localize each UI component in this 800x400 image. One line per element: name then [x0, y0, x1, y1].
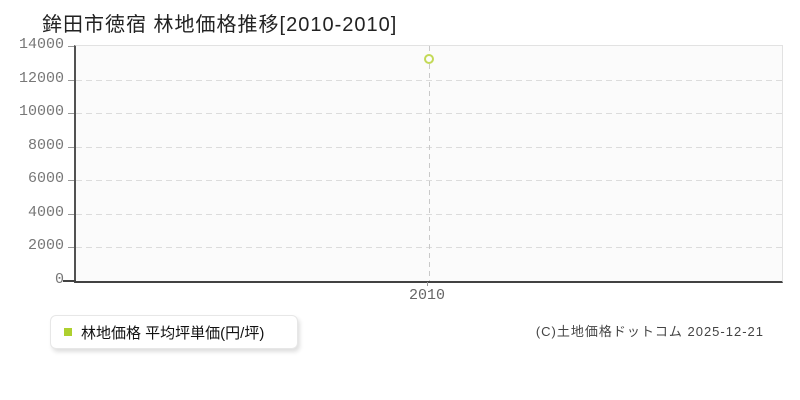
x-axis-label-2010: 2010: [408, 287, 445, 304]
y-axis-label-6000: 6000: [27, 170, 64, 188]
y-tick-6000: [68, 180, 74, 182]
y-axis-label-0: 0: [54, 271, 64, 288]
guide-line-2010: [429, 46, 430, 281]
legend-label: 林地価格 平均坪単価(円/坪): [81, 324, 265, 342]
series-marker-icon: [64, 328, 72, 336]
y-axis-label-14000: 14000: [18, 36, 64, 53]
y-tick-14000: [68, 46, 74, 47]
plot-area: [68, 45, 783, 283]
chart-title: 鉾田市徳宿 林地価格推移[2010-2010]: [42, 14, 398, 36]
data-point-2010[interactable]: [424, 54, 434, 65]
y-tick-10000: [68, 113, 74, 115]
y-axis-label-2000: 2000: [27, 237, 64, 255]
y-axis-label-10000: 10000: [18, 103, 64, 121]
x-axis-line: [63, 280, 76, 282]
legend: 林地価格 平均坪単価(円/坪): [50, 315, 298, 349]
y-tick-12000: [68, 79, 74, 81]
x-tick-2010: [427, 282, 428, 286]
y-axis-label-8000: 8000: [27, 136, 64, 154]
y-tick-2000: [68, 247, 74, 249]
y-tick-4000: [68, 213, 74, 215]
y-tick-8000: [68, 146, 74, 148]
y-axis-label-12000: 12000: [18, 69, 64, 87]
copyright-text: (C)土地価格ドットコム 2025-12-21: [535, 324, 764, 339]
y-axis-label-4000: 4000: [27, 203, 64, 221]
